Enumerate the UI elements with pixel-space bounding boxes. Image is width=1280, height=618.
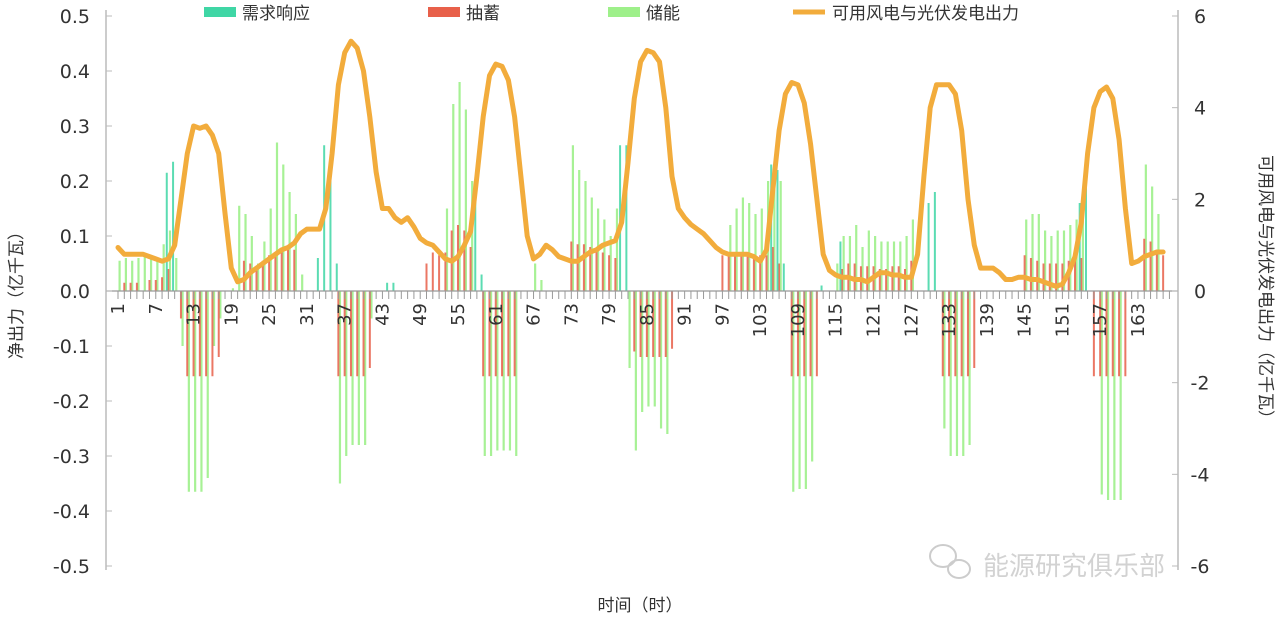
left-y-tick-label: 0.4 [60, 61, 90, 83]
x-tick-label: 139 [977, 303, 998, 337]
x-tick-label: 133 [939, 303, 960, 337]
right-y-tick-label: 2 [1194, 189, 1206, 211]
x-tick-label: 7 [146, 303, 167, 314]
left-y-tick-label: 0.1 [60, 226, 90, 248]
y-tick-labels: 0.5 0.4 0.3 0.2 0.1 0.0 -0.1 -0.2 -0.3 -0.4 -0.5 6 4… [53, 6, 1210, 578]
legend-swatch-pumped-storage [428, 7, 460, 17]
x-tick-label: 55 [448, 303, 469, 326]
x-tick-label: 145 [1015, 303, 1036, 337]
right-y-tick-label: -4 [1191, 464, 1210, 486]
x-tick-label: 67 [524, 303, 545, 326]
left-y-tick-label: -0.5 [53, 556, 90, 578]
right-axis-title: 可用风电与光伏发电出力（亿千瓦） [1255, 155, 1275, 427]
x-tick-label: 37 [335, 303, 356, 326]
x-tick-label: 79 [599, 303, 620, 326]
watermark-text: 能源研究俱乐部 [983, 552, 1165, 582]
left-y-tick-label: -0.3 [53, 446, 90, 468]
right-y-tick-label: 4 [1194, 98, 1206, 120]
x-tick-label: 13 [184, 303, 205, 326]
wechat-icon [929, 544, 971, 579]
left-y-tick-label: 0.3 [60, 116, 90, 138]
legend-swatch-demand-response [204, 7, 236, 17]
bars-layer [118, 82, 1165, 500]
x-tick-label: 121 [864, 303, 885, 337]
left-y-tick-label: -0.2 [53, 391, 90, 413]
left-axis-title: 净出力（亿千瓦） [7, 223, 27, 359]
left-y-tick-label: -0.1 [53, 336, 90, 358]
left-y-tick-label: 0.0 [60, 281, 90, 303]
right-y-tick-label: -2 [1191, 373, 1210, 395]
x-tick-label: 73 [561, 303, 582, 326]
x-tick-label: 97 [712, 303, 733, 326]
x-tick-label: 25 [259, 303, 280, 326]
renewable-output-line [115, 38, 1166, 289]
left-y-tick-label: -0.4 [53, 501, 90, 523]
x-tick-label: 19 [221, 303, 242, 326]
legend-label-pumped-storage: 抽蓄 [466, 4, 500, 24]
watermark: 能源研究俱乐部 [929, 544, 1165, 582]
right-y-tick-label: 6 [1194, 6, 1206, 28]
right-y-tick-label: -6 [1191, 556, 1210, 578]
x-tick-label: 43 [372, 303, 393, 326]
x-tick-label: 127 [901, 303, 922, 337]
right-y-tick-label: 0 [1194, 281, 1206, 303]
legend-swatch-storage [608, 7, 640, 17]
x-ticks: 1 7 13 19 25 31 37 43 49 55 61 67 73 79 85 91 97 103 109 11… [108, 291, 1170, 337]
legend-label-demand-response: 需求响应 [242, 4, 310, 24]
axes-layer [105, 10, 1179, 570]
legend-label-storage: 储能 [646, 4, 680, 24]
legend-label-renewable: 可用风电与光伏发电出力 [832, 4, 1019, 24]
x-tick-label: 115 [826, 303, 847, 337]
x-tick-label: 49 [410, 303, 431, 326]
x-tick-label: 31 [297, 303, 318, 326]
left-y-tick-label: 0.5 [60, 6, 90, 28]
x-tick-label: 157 [1090, 303, 1111, 337]
left-y-tick-label: 0.2 [60, 171, 90, 193]
x-tick-label: 61 [486, 303, 507, 326]
x-tick-label: 91 [675, 303, 696, 326]
x-tick-label: 1 [108, 303, 129, 314]
x-tick-label: 103 [750, 303, 771, 337]
x-tick-label: 109 [788, 303, 809, 337]
x-axis-title: 时间（时） [598, 596, 683, 616]
legend: 需求响应 抽蓄 储能 可用风电与光伏发电出力 [204, 4, 1019, 24]
x-tick-label: 151 [1052, 303, 1073, 337]
x-tick-label: 85 [637, 303, 658, 326]
x-tick-label: 163 [1128, 303, 1149, 337]
